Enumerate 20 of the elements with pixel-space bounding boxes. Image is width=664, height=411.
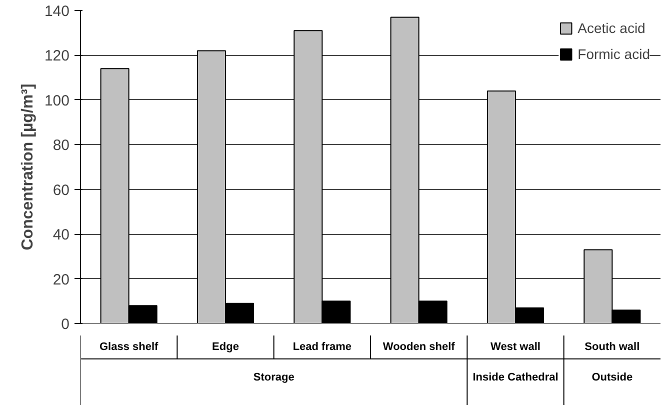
y-tick-label: 140 (44, 3, 70, 20)
text: Outside (592, 372, 633, 384)
y-tick-label: 100 (44, 92, 70, 110)
x-tick-label: Wooden shelf (382, 341, 456, 354)
y-tick-label: 120 (44, 48, 70, 65)
text: Storage (253, 372, 294, 384)
legend-label: Acetic acid (578, 20, 646, 36)
y-tick-label: 80 (52, 137, 70, 154)
text: Inside Cathedral (472, 372, 558, 384)
y-tick-label: 40 (52, 226, 70, 244)
x-tick-label: Lead frame (292, 341, 352, 354)
y-tick-label: 60 (52, 182, 70, 199)
x-tick-label: West wall (490, 341, 540, 354)
y-tick-label: 0 (61, 316, 70, 333)
x-tick-label: Glass shelf (99, 341, 159, 354)
x-tick-label: South wall (584, 341, 640, 354)
y-tick-label: 20 (52, 271, 70, 288)
x-tick-label: Edge (212, 341, 239, 354)
legend-label: Formic acid (578, 46, 650, 62)
y-axis-title: Concentration [µg/m³] (19, 84, 36, 250)
